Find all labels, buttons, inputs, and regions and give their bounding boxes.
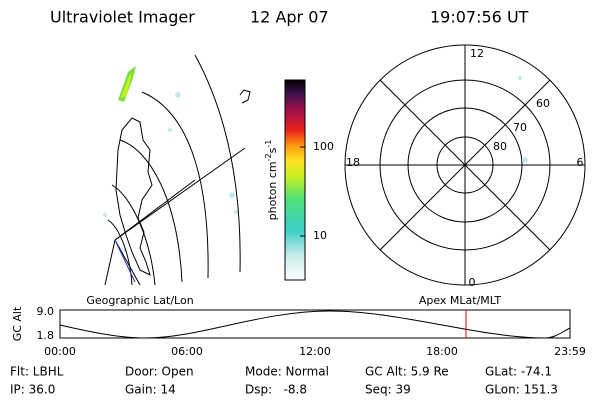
x-label: 06:00 <box>171 345 203 358</box>
info-field: Gain: 14 <box>125 383 176 397</box>
unit-exp: -1 <box>264 140 273 148</box>
lon-line <box>114 239 141 286</box>
x-label: 12:00 <box>299 345 331 358</box>
polar-label: 6 <box>577 156 584 169</box>
lat-arc <box>119 139 183 283</box>
unit-exp: -2 <box>264 153 273 161</box>
info-field: Dsp: -8.8 <box>245 383 307 397</box>
coastline <box>115 117 153 276</box>
y-label: 1.8 <box>37 329 55 342</box>
aurora-core <box>121 74 132 98</box>
timeline-title: Geographic Lat/Lon <box>86 294 193 307</box>
y-label: 9.0 <box>37 305 55 318</box>
unit: s <box>266 147 279 153</box>
timeline-title: Apex MLat/MLT <box>419 294 502 307</box>
meridian <box>114 239 136 283</box>
lon-line <box>114 147 246 241</box>
polar-plot <box>344 44 586 286</box>
polar-label: 18 <box>346 156 360 169</box>
info: Flt: LBHL Door: Open Mode: Normal GC Alt: 5… <box>10 365 558 397</box>
polar-label: 70 <box>513 121 527 134</box>
unit: photon cm <box>266 161 279 220</box>
polar-label: 60 <box>536 97 550 110</box>
lon-line <box>104 239 116 286</box>
info-field: Mode: Normal <box>245 365 329 379</box>
cb-label: photon cm-2s-1 <box>264 140 280 221</box>
lat-arc <box>107 219 133 286</box>
cb-tick-label: 100 <box>313 140 334 153</box>
coastline <box>239 89 251 104</box>
lat-arc <box>141 91 209 279</box>
cb-tick-label: 10 <box>313 229 327 242</box>
colorbar <box>284 79 306 281</box>
glow <box>103 92 238 252</box>
info-field: Flt: LBHL <box>10 365 64 379</box>
lat-arc <box>111 184 156 286</box>
polar-label: 0 <box>469 276 476 289</box>
timeline-box <box>59 309 571 339</box>
axis-label: GC Alt <box>11 306 24 341</box>
x-label: 00:00 <box>44 345 76 358</box>
lat-arc <box>194 54 241 273</box>
info-field: Door: Open <box>125 365 194 379</box>
x-label: 23:59 <box>554 345 586 358</box>
x-label: 18:00 <box>426 345 458 358</box>
time: 19:07:56 UT <box>430 8 529 27</box>
date: 12 Apr 07 <box>250 8 329 27</box>
lon-line <box>114 179 196 241</box>
title: Ultraviolet Imager <box>50 8 195 27</box>
info-field: GC Alt: 5.9 Re <box>365 365 449 379</box>
info-field: Seq: 39 <box>365 383 411 397</box>
polar-label: 80 <box>493 140 507 153</box>
info-field: GLon: 151.3 <box>485 383 558 397</box>
polar-label: 12 <box>470 47 484 60</box>
info-field: IP: 36.0 <box>10 383 55 397</box>
altitude-curve <box>59 310 571 339</box>
geo-map <box>103 54 251 286</box>
info-field: GLat: -74.1 <box>485 365 552 379</box>
